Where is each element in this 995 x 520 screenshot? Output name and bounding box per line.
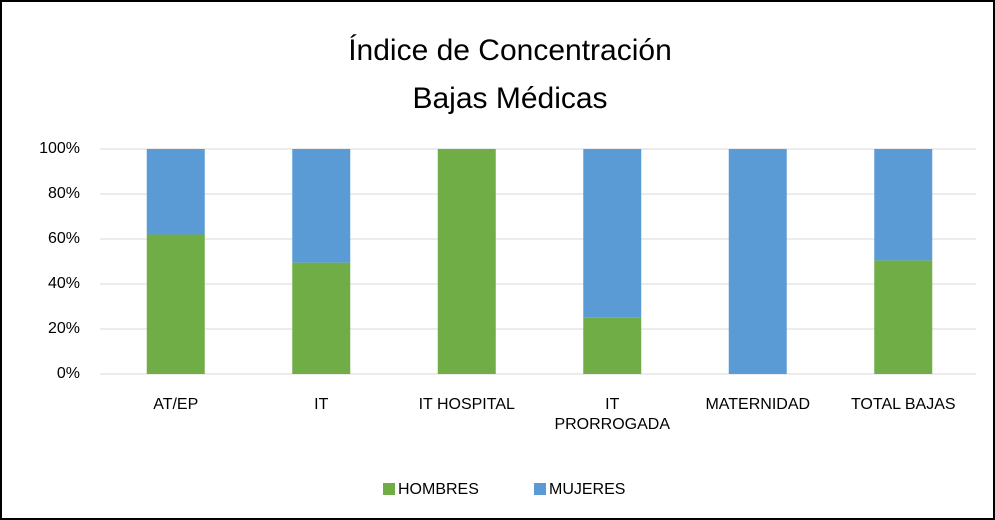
- bar-segment: [728, 149, 787, 374]
- x-tick-label: AT/EP: [153, 396, 199, 413]
- y-tick-label: 40%: [48, 275, 80, 292]
- y-tick-label: 20%: [48, 320, 80, 337]
- x-tick-label: IT HOSPITAL: [418, 396, 515, 413]
- y-tick-label: 100%: [39, 140, 80, 157]
- legend-swatch: [534, 483, 546, 495]
- bar-segment: [874, 149, 933, 261]
- bar-segment: [583, 149, 642, 318]
- legend-label: MUJERES: [549, 481, 625, 498]
- x-tick-label: MATERNIDAD: [705, 396, 811, 413]
- bar-segment: [292, 262, 351, 374]
- bar-segment: [583, 317, 642, 374]
- chart-title: Índice de Concentración: [348, 34, 672, 67]
- y-tick-label: 60%: [48, 230, 80, 247]
- legend-swatch: [383, 483, 395, 495]
- y-tick-label: 80%: [48, 185, 80, 202]
- bar-segment: [146, 234, 205, 374]
- legend-label: HOMBRES: [398, 481, 479, 498]
- chart-subtitle: Bajas Médicas: [412, 82, 607, 115]
- y-tick-label: 0%: [57, 365, 80, 382]
- bar-segment: [437, 149, 496, 374]
- x-tick-label: IT: [314, 396, 329, 413]
- bar-segment: [146, 149, 205, 235]
- bar-segment: [874, 260, 933, 374]
- bar-segment: [292, 149, 351, 263]
- x-tick-label: TOTAL BAJAS: [850, 396, 956, 413]
- x-tick-label: IT PRORROGADA: [554, 396, 671, 433]
